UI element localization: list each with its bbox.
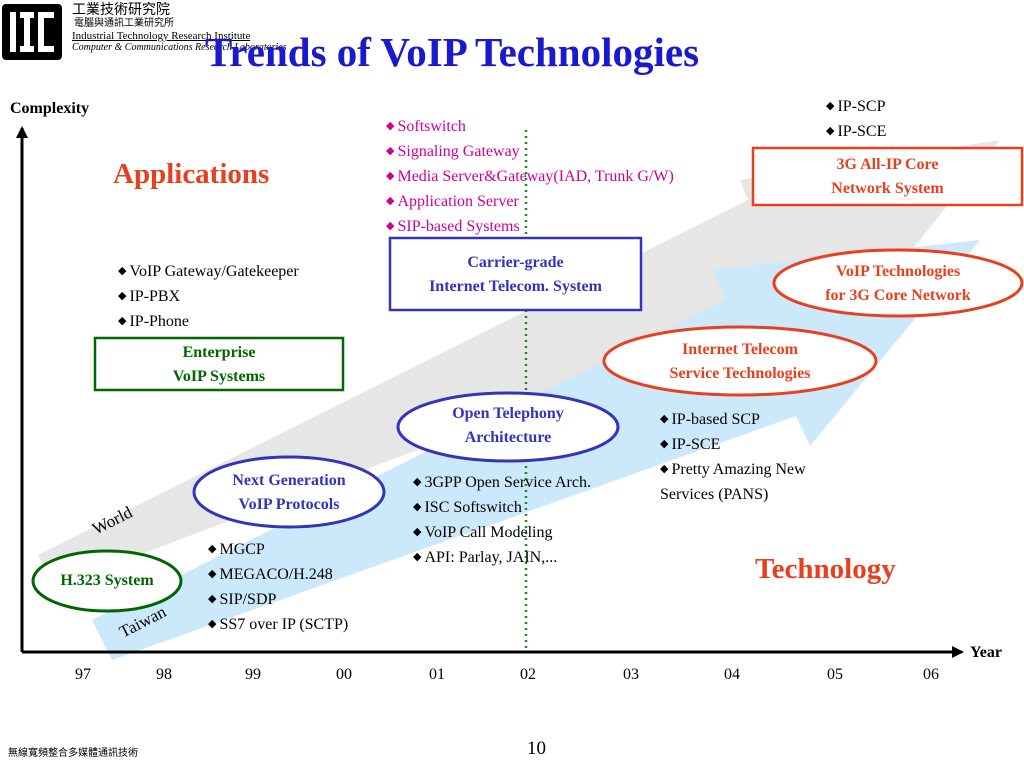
enterprise-line: Enterprise [182,344,256,361]
list-item: ◆ SIP/SDP [208,591,277,608]
list-item: ◆ Softswitch [386,118,466,135]
opentel-label: Open Telephony Architecture [400,402,616,450]
list-item: ◆ MEGACO/H.248 [208,566,333,583]
allip-box [751,146,1024,207]
list-item: ◆ ISC Softswitch [413,499,522,516]
year-tick: 01 [429,666,445,683]
technology-heading: Technology [755,553,896,585]
h323-ellipse [31,549,183,613]
list-item: ◆ IP-PBX [118,288,181,305]
year-tick: 98 [156,666,172,683]
opentel-line: Architecture [464,429,552,446]
list-item: ◆ IP-SCP [826,98,886,115]
allip-line: 3G All-IP Core [836,156,939,173]
itri-logo [2,4,62,60]
voip3g-line: for 3G Core Network [825,287,971,304]
list-item: ◆ VoIP Call Modeling [413,524,553,541]
carrier-label: Carrier-grade Internet Telecom. System [390,251,641,299]
list-item: ◆ 3GPP Open Service Arch. [413,474,591,491]
list-item: ◆ Application Server [386,193,519,210]
list-item: ◆ Media Server&Gateway(IAD, Trunk G/W) [386,168,674,185]
inettel-line: Service Technologies [669,365,811,382]
year-tick: 03 [623,666,639,683]
voip3g-label: VoIP Technologies for 3G Core Network [775,260,1021,308]
inettel-ellipse [602,325,878,397]
allip-line: Network System [831,180,944,197]
organization-block: 工業技術研究院 電腦與通訊工業研究所 Industrial Technology… [72,2,287,54]
list-item: ◆ IP-Phone [118,313,190,330]
list-item: ◆ IP-SCE [826,123,887,140]
h323-label: H.323 System [60,572,154,589]
inettel-label: Internet Telecom Service Technologies [610,338,870,386]
x-axis-label: Year [970,644,1002,661]
footer-caption: 無線寬頻整合多媒體通訊技術 [8,748,138,759]
org-name-cn: 工業技術研究院 [72,2,170,18]
list-item: ◆ Signaling Gateway [386,143,520,160]
protocols-list: ◆ MGCP ◆ MEGACO/H.248 ◆ SIP/SDP ◆ SS7 over I… [208,538,348,638]
carrier-list: ◆ Softswitch ◆ Signaling Gateway ◆ Media Se… [386,115,674,240]
year-tick: 06 [923,666,939,683]
org-sub-en: Computer & Communications Research Labor… [72,42,287,54]
y-axis-label: Complexity [10,100,90,117]
enterprise-label: Enterprise VoIP Systems [95,341,343,389]
year-tick: 02 [520,666,536,683]
list-item: ◆ SS7 over IP (SCTP) [208,616,349,633]
voip3g-line: VoIP Technologies [835,263,961,280]
carrier-line: Carrier-grade [467,254,564,271]
list-item: ◆ MGCP [208,541,265,558]
list-item: ◆ VoIP Gateway/Gatekeeper [118,263,299,280]
nextgen-label: Next Generation VoIP Protocols [196,469,382,517]
nextgen-line: Next Generation [232,472,346,489]
list-item: ◆ API: Parlay, JAIN,... [413,549,558,566]
year-tick: 04 [724,666,740,683]
enterprise-box [93,336,345,392]
open-arch-list: ◆ 3GPP Open Service Arch. ◆ ISC Softswitch… [413,471,591,571]
nextgen-ellipse [192,455,386,529]
opentel-line: Open Telephony [452,405,564,422]
list-item: ◆ IP-based SCP [660,411,760,428]
list-item: Services (PANS) [660,486,769,503]
nextgen-line: VoIP Protocols [238,496,340,513]
applications-heading: Applications [113,158,270,190]
list-item: ◆ IP-SCE [660,436,721,453]
carrier-line: Internet Telecom. System [429,278,602,295]
list-item: ◆ SIP-based Systems [386,218,520,235]
year-tick: 97 [75,666,91,683]
itri-logo-mark [10,12,54,52]
year-tick: 05 [827,666,843,683]
opentel-ellipse [396,391,620,463]
voip3g-ellipse [772,248,1024,318]
carrier-box [388,236,643,312]
org-name-en: Industrial Technology Research Institute [72,29,251,42]
service-list: ◆ IP-based SCP ◆ IP-SCE ◆ Pretty Amazing Ne… [660,408,806,507]
allip-label: 3G All-IP Core Network System [753,153,1022,201]
slide-title: Trends of VoIP Technologies [205,29,700,75]
inettel-line: Internet Telecom [682,341,798,358]
year-tick: 99 [245,666,261,683]
org-sub-cn: 電腦與通訊工業研究所 [74,18,174,30]
ipscp-list: ◆ IP-SCP ◆ IP-SCE [826,95,886,145]
page-number: 10 [527,738,546,759]
list-item: ◆ Pretty Amazing New [660,461,806,478]
enterprise-list: ◆ VoIP Gateway/Gatekeeper ◆ IP-PBX ◆ IP-Pho… [118,260,299,335]
enterprise-line: VoIP Systems [172,368,266,385]
year-tick: 00 [336,666,352,683]
